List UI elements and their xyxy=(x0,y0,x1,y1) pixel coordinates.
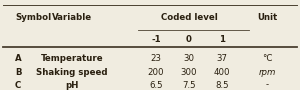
Text: C: C xyxy=(15,81,21,90)
Text: 7.5: 7.5 xyxy=(182,81,196,90)
Text: rpm: rpm xyxy=(258,68,276,77)
Text: 23: 23 xyxy=(151,54,161,63)
Text: -: - xyxy=(266,81,268,90)
Text: 8.5: 8.5 xyxy=(215,81,229,90)
Text: A: A xyxy=(15,54,22,63)
Text: Symbol: Symbol xyxy=(15,14,51,22)
Text: pH: pH xyxy=(65,81,79,90)
Text: 0: 0 xyxy=(186,35,192,44)
Text: 200: 200 xyxy=(148,68,164,77)
Text: 30: 30 xyxy=(184,54,194,63)
Text: 6.5: 6.5 xyxy=(149,81,163,90)
Text: 1: 1 xyxy=(219,35,225,44)
Text: B: B xyxy=(15,68,22,77)
Text: Coded level: Coded level xyxy=(160,14,218,22)
Text: Variable: Variable xyxy=(52,14,92,22)
Text: 400: 400 xyxy=(214,68,230,77)
Text: 300: 300 xyxy=(181,68,197,77)
Text: Shaking speed: Shaking speed xyxy=(36,68,108,77)
Text: 37: 37 xyxy=(217,54,227,63)
Text: Temperature: Temperature xyxy=(41,54,103,63)
Text: °C: °C xyxy=(262,54,272,63)
Text: Unit: Unit xyxy=(257,14,277,22)
Text: -1: -1 xyxy=(151,35,161,44)
